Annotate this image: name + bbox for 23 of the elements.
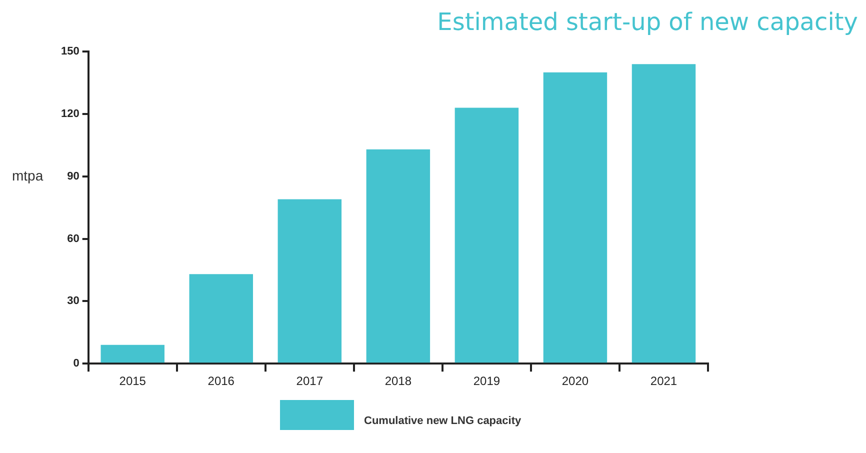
bar xyxy=(632,64,696,363)
bar xyxy=(100,344,164,363)
bar xyxy=(189,274,253,363)
x-tick-label: 2019 xyxy=(473,374,500,388)
bar xyxy=(278,199,342,363)
y-tick-label: 150 xyxy=(60,46,80,58)
y-tick-label: 0 xyxy=(73,358,80,370)
text: Cumulative new LNG capacity xyxy=(364,415,522,427)
x-tick-label: 2016 xyxy=(208,374,235,388)
x-tick-label: 2021 xyxy=(650,374,678,388)
x-tick-label: 2017 xyxy=(296,374,324,388)
x-tick-label: 2020 xyxy=(562,374,589,388)
bar xyxy=(366,149,430,363)
x-tick-label: 2018 xyxy=(384,374,412,388)
y-tick-label: 120 xyxy=(60,108,80,120)
y-axis-title: mtpa xyxy=(12,167,44,184)
y-tick-label: 30 xyxy=(67,295,80,308)
y-tick-label: 60 xyxy=(67,232,80,245)
bar xyxy=(543,72,608,363)
chart-title: Estimated start-up of new capacity xyxy=(436,8,858,38)
bar xyxy=(454,108,519,363)
y-tick-label: 90 xyxy=(67,170,80,182)
x-tick-label: 2015 xyxy=(119,374,146,388)
